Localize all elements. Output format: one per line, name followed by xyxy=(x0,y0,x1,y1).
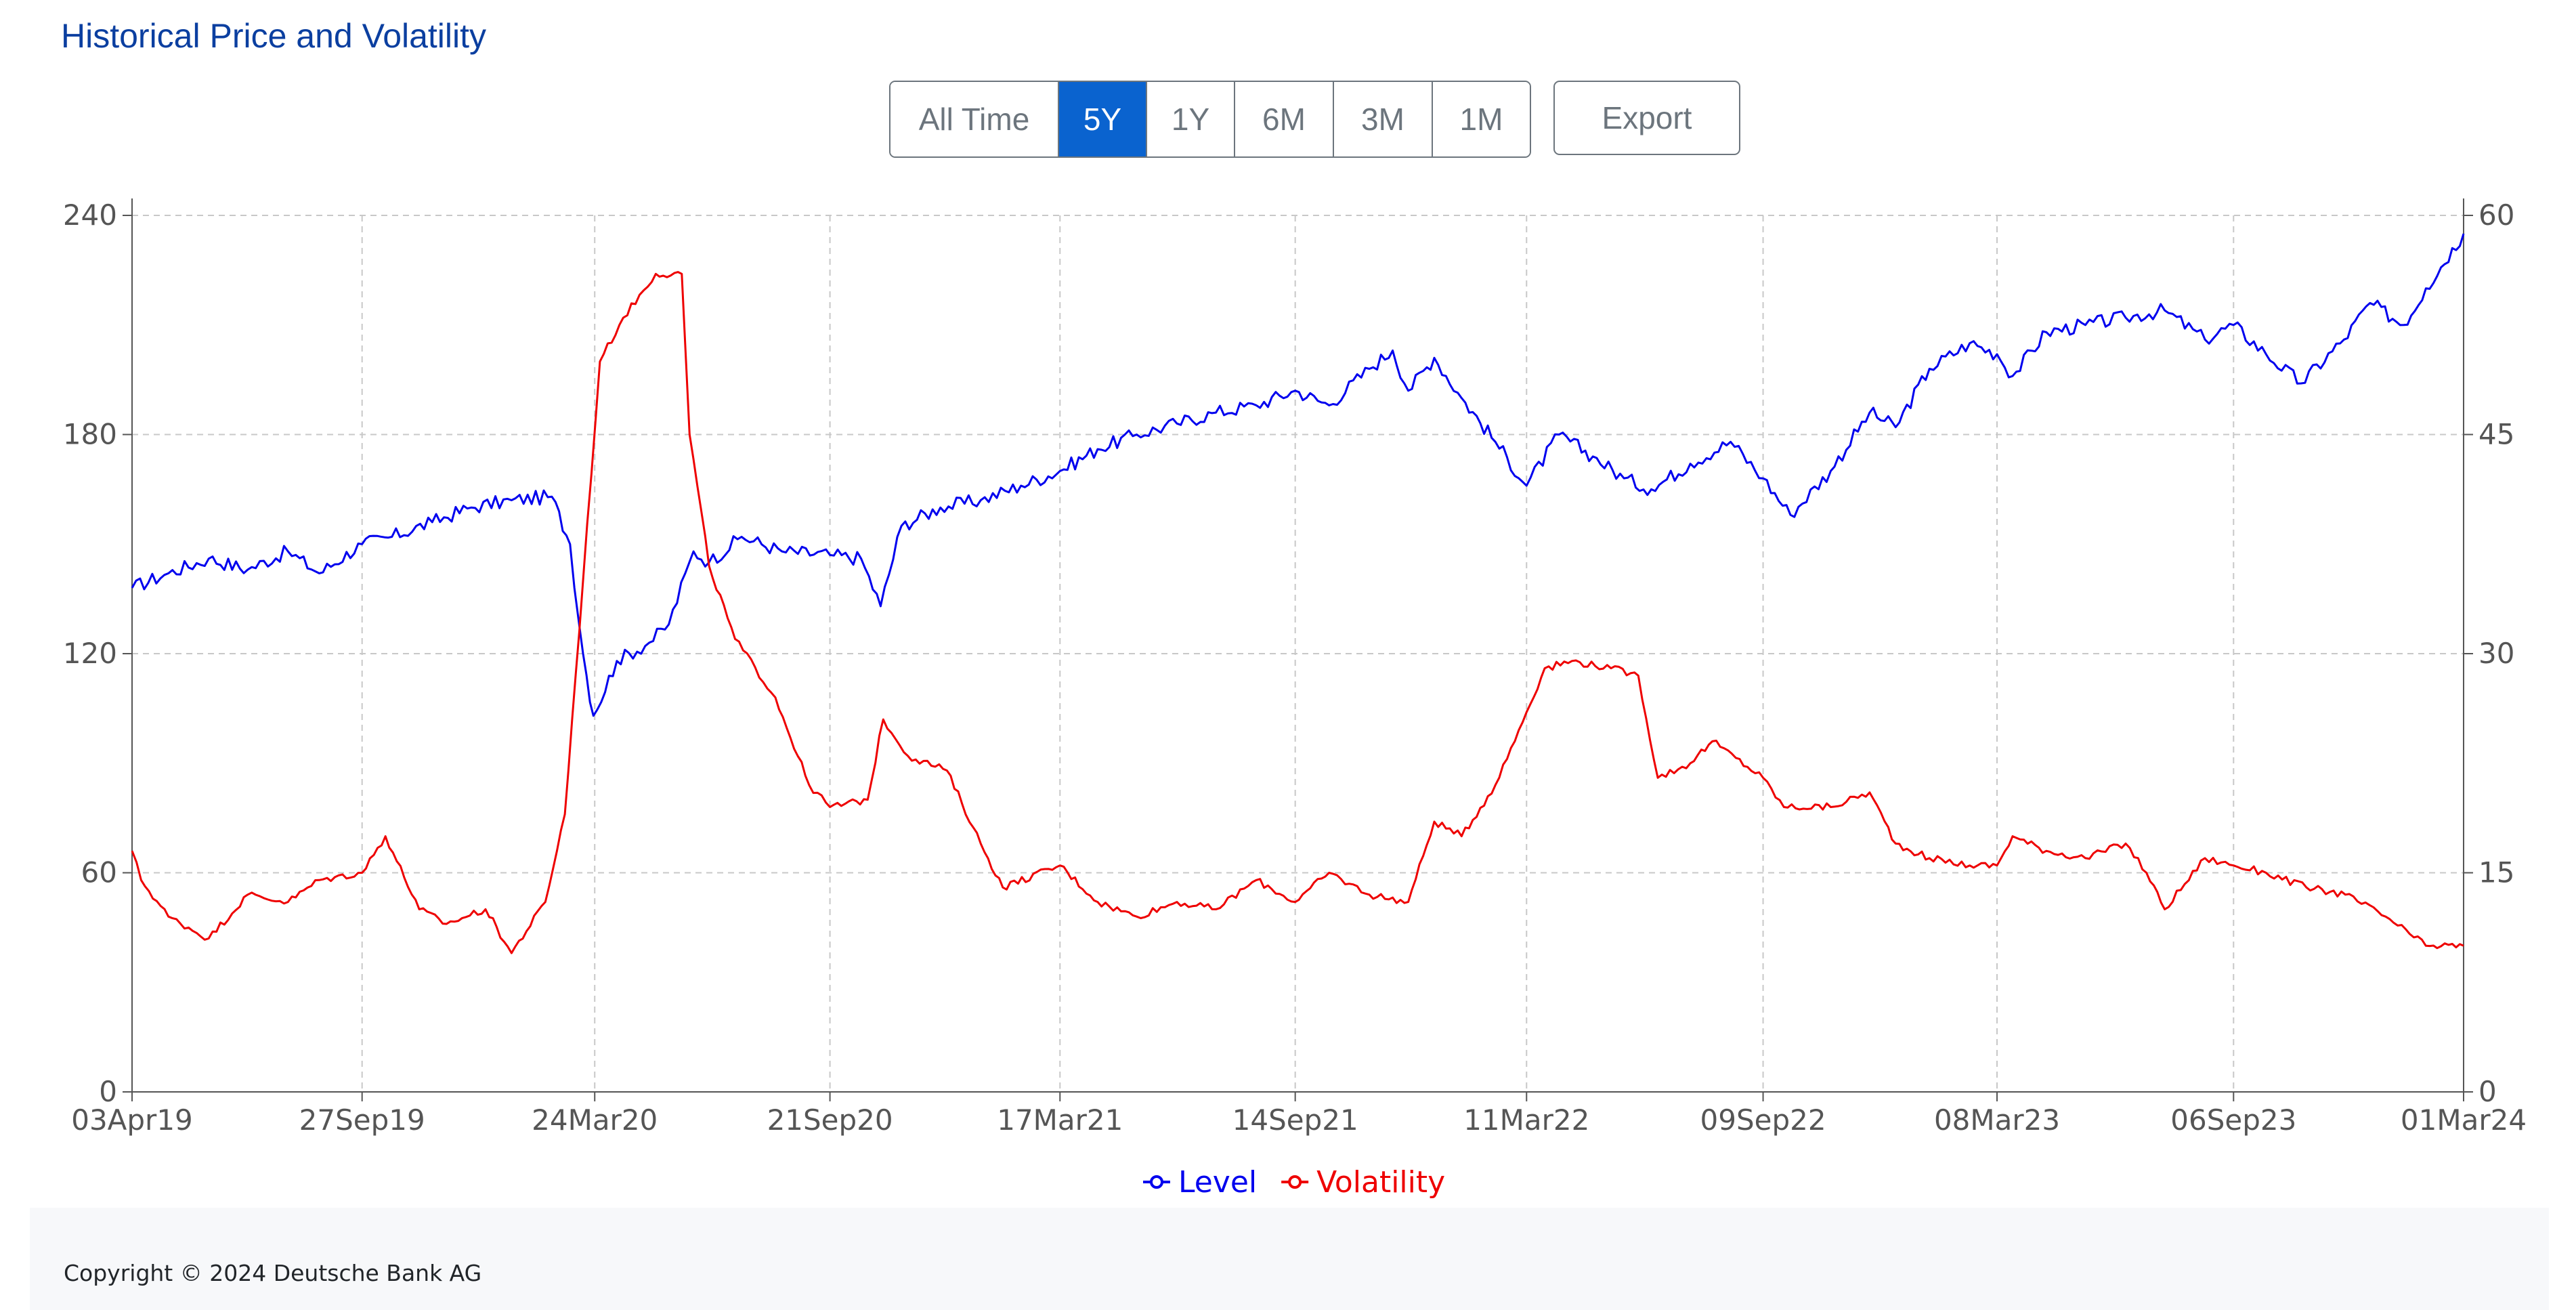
left-tick-label: 180 xyxy=(63,418,117,451)
legend-item-level[interactable]: Level xyxy=(1143,1165,1257,1200)
page-title: Historical Price and Volatility xyxy=(61,17,487,55)
legend-label: Volatility xyxy=(1316,1165,1445,1200)
range-5y-button[interactable]: 5Y xyxy=(1058,82,1146,156)
range-6m-button[interactable]: 6M xyxy=(1234,82,1333,156)
x-tick-label: 09Sep22 xyxy=(1700,1103,1826,1137)
x-tick-label: 11Mar22 xyxy=(1463,1103,1589,1137)
series-line-level xyxy=(131,233,2465,717)
right-tick-label: 15 xyxy=(2478,856,2514,889)
legend-label: Level xyxy=(1178,1165,1257,1200)
legend-item-volatility[interactable]: Volatility xyxy=(1281,1165,1445,1200)
x-tick-label: 24Mar20 xyxy=(532,1103,658,1137)
price-volatility-chart: 0 60 120 180 240 0 15 30 45 60 03Apr19 27Sep19 24Mar… xyxy=(63,198,2527,1200)
x-tick-label: 08Mar23 xyxy=(1934,1103,2060,1137)
legend-circle-marker xyxy=(1150,1175,1163,1189)
footer: Copyright © 2024 Deutsche Bank AG xyxy=(30,1208,2549,1310)
range-1y-button[interactable]: 1Y xyxy=(1146,82,1234,156)
chart-grid xyxy=(132,215,2464,1092)
range-all-time-button[interactable]: All Time xyxy=(890,82,1058,156)
right-tick-label: 0 xyxy=(2478,1075,2497,1108)
right-tick-label: 45 xyxy=(2478,418,2514,451)
left-tick-label: 120 xyxy=(63,637,117,670)
x-tick-label: 03Apr19 xyxy=(71,1103,193,1137)
range-1m-button[interactable]: 1M xyxy=(1432,82,1530,156)
chart-legend[interactable]: Level Volatility xyxy=(1143,1165,1445,1200)
copyright-text: Copyright © 2024 Deutsche Bank AG xyxy=(64,1260,482,1286)
left-tick-label: 240 xyxy=(63,198,117,232)
x-tick-label: 01Mar24 xyxy=(2401,1103,2527,1137)
right-tick-label: 60 xyxy=(2478,198,2514,232)
left-tick-label: 60 xyxy=(81,856,117,889)
series-line-volatility xyxy=(131,271,2464,954)
x-tick-label: 14Sep21 xyxy=(1232,1103,1358,1137)
x-tick-label: 27Sep19 xyxy=(299,1103,425,1137)
range-selector: All Time 5Y 1Y 6M 3M 1M xyxy=(889,81,1531,158)
x-tick-label: 17Mar21 xyxy=(997,1103,1123,1137)
export-button[interactable]: Export xyxy=(1553,81,1740,155)
right-tick-label: 30 xyxy=(2478,637,2514,670)
chart-axes: 0 60 120 180 240 0 15 30 45 60 03Apr19 27Sep19 24Mar… xyxy=(63,198,2527,1137)
x-tick-label: 06Sep23 xyxy=(2170,1103,2296,1137)
chart-series xyxy=(131,233,2465,954)
legend-circle-marker xyxy=(1288,1175,1302,1189)
x-tick-label: 21Sep20 xyxy=(767,1103,893,1137)
left-tick-label: 0 xyxy=(99,1075,117,1108)
range-3m-button[interactable]: 3M xyxy=(1333,82,1432,156)
